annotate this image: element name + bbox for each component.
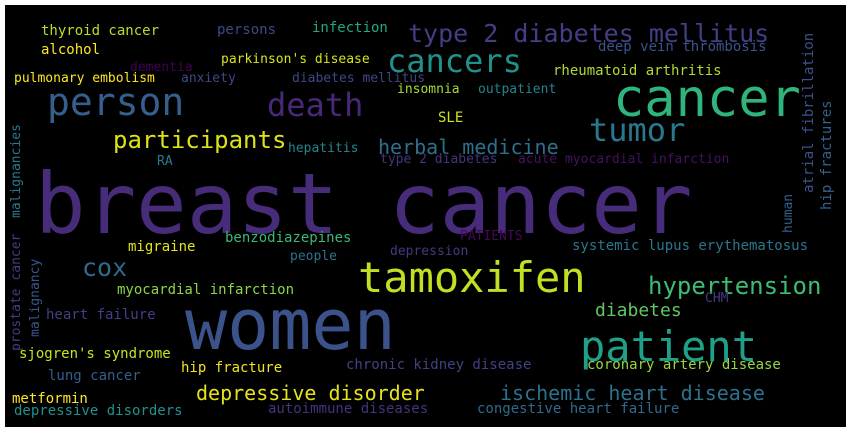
word-type-2-diabetes-mellitus: type 2 diabetes mellitus xyxy=(408,19,770,48)
word-acute-myocardial-infarction: acute myocardial infarction xyxy=(518,152,730,167)
word-human: human xyxy=(781,193,796,233)
word-outpatient: outpatient xyxy=(478,82,557,97)
word-pulmonary-embolism: pulmonary embolism xyxy=(14,71,155,86)
word-participants: participants xyxy=(113,126,287,154)
word-insomnia: insomnia xyxy=(397,82,460,97)
word-tumor: tumor xyxy=(589,111,686,149)
word-type-2-diabetes: type 2 diabetes xyxy=(380,152,498,167)
word-person: person xyxy=(47,80,185,124)
word-patients-upper: PATIENTS xyxy=(460,229,523,244)
word-malignancies: malignancies xyxy=(9,124,24,218)
word-breast-cancer: breast cancer xyxy=(35,155,693,253)
word-women: women xyxy=(185,284,396,366)
word-parkinsons-disease: parkinson's disease xyxy=(221,52,370,67)
word-hip-fractures: hip fractures xyxy=(819,100,835,210)
word-tamoxifen: tamoxifen xyxy=(358,253,586,302)
word-malignancy: malignancy xyxy=(28,258,43,337)
word-thyroid-cancer: thyroid cancer xyxy=(41,23,160,39)
word-sjogrens-syndrome: sjogren's syndrome xyxy=(19,346,171,362)
word-cancer: cancer xyxy=(613,69,801,129)
word-patient: patient xyxy=(580,322,758,371)
word-people: people xyxy=(290,249,337,264)
word-systemic-lupus-erythematosus: systemic lupus erythematosus xyxy=(572,238,809,254)
word-depression: depression xyxy=(390,244,469,259)
word-infection: infection xyxy=(312,20,388,36)
word-diabetes-mellitus: diabetes mellitus xyxy=(292,71,426,86)
word-hypertension: hypertension xyxy=(648,272,822,300)
word-dementia: dementia xyxy=(130,60,193,75)
word-prostate-cancer: prostate cancer xyxy=(9,233,24,351)
word-benzodiazepines: benzodiazepines xyxy=(225,230,352,246)
word-atrial-fibrillation: atrial fibrillation xyxy=(801,32,817,193)
word-sle: SLE xyxy=(438,110,464,126)
word-chm: CHM xyxy=(705,291,729,306)
word-rheumatoid-arthritis: rheumatoid arthritis xyxy=(553,63,722,79)
word-cox: cox xyxy=(82,253,128,282)
word-metformin: metformin xyxy=(12,391,88,407)
word-ischemic-heart-disease: ischemic heart disease xyxy=(500,381,765,405)
word-depressive-disorders: depressive disorders xyxy=(14,403,183,419)
word-congestive-heart-failure: congestive heart failure xyxy=(477,401,680,417)
word-cloud: breast cancer women cancer tamoxifen pat… xyxy=(5,5,846,427)
word-persons: persons xyxy=(217,22,277,38)
word-lung-cancer: lung cancer xyxy=(48,368,141,384)
word-death: death xyxy=(267,86,364,124)
word-anxiety: anxiety xyxy=(181,71,236,86)
word-hepatitis: hepatitis xyxy=(288,141,359,156)
word-myocardial-infarction: myocardial infarction xyxy=(117,282,295,298)
word-herbal-medicine: herbal medicine xyxy=(378,135,559,159)
word-deep-vein-thrombosis: deep vein thrombosis xyxy=(598,39,767,55)
word-diabetes: diabetes xyxy=(595,300,682,321)
word-autoimmune-diseases: autoimmune diseases xyxy=(268,401,429,417)
word-migraine: migraine xyxy=(128,239,196,255)
word-heart-failure: heart failure xyxy=(46,307,156,323)
word-hip-fracture: hip fracture xyxy=(181,360,283,376)
word-chronic-kidney-disease: chronic kidney disease xyxy=(346,357,532,373)
word-ra: RA xyxy=(157,154,173,169)
word-cancers: cancers xyxy=(387,42,522,80)
word-depressive-disorder: depressive disorder xyxy=(196,381,425,405)
word-coronary-artery-disease: coronary artery disease xyxy=(587,357,781,373)
word-alcohol: alcohol xyxy=(41,42,101,58)
